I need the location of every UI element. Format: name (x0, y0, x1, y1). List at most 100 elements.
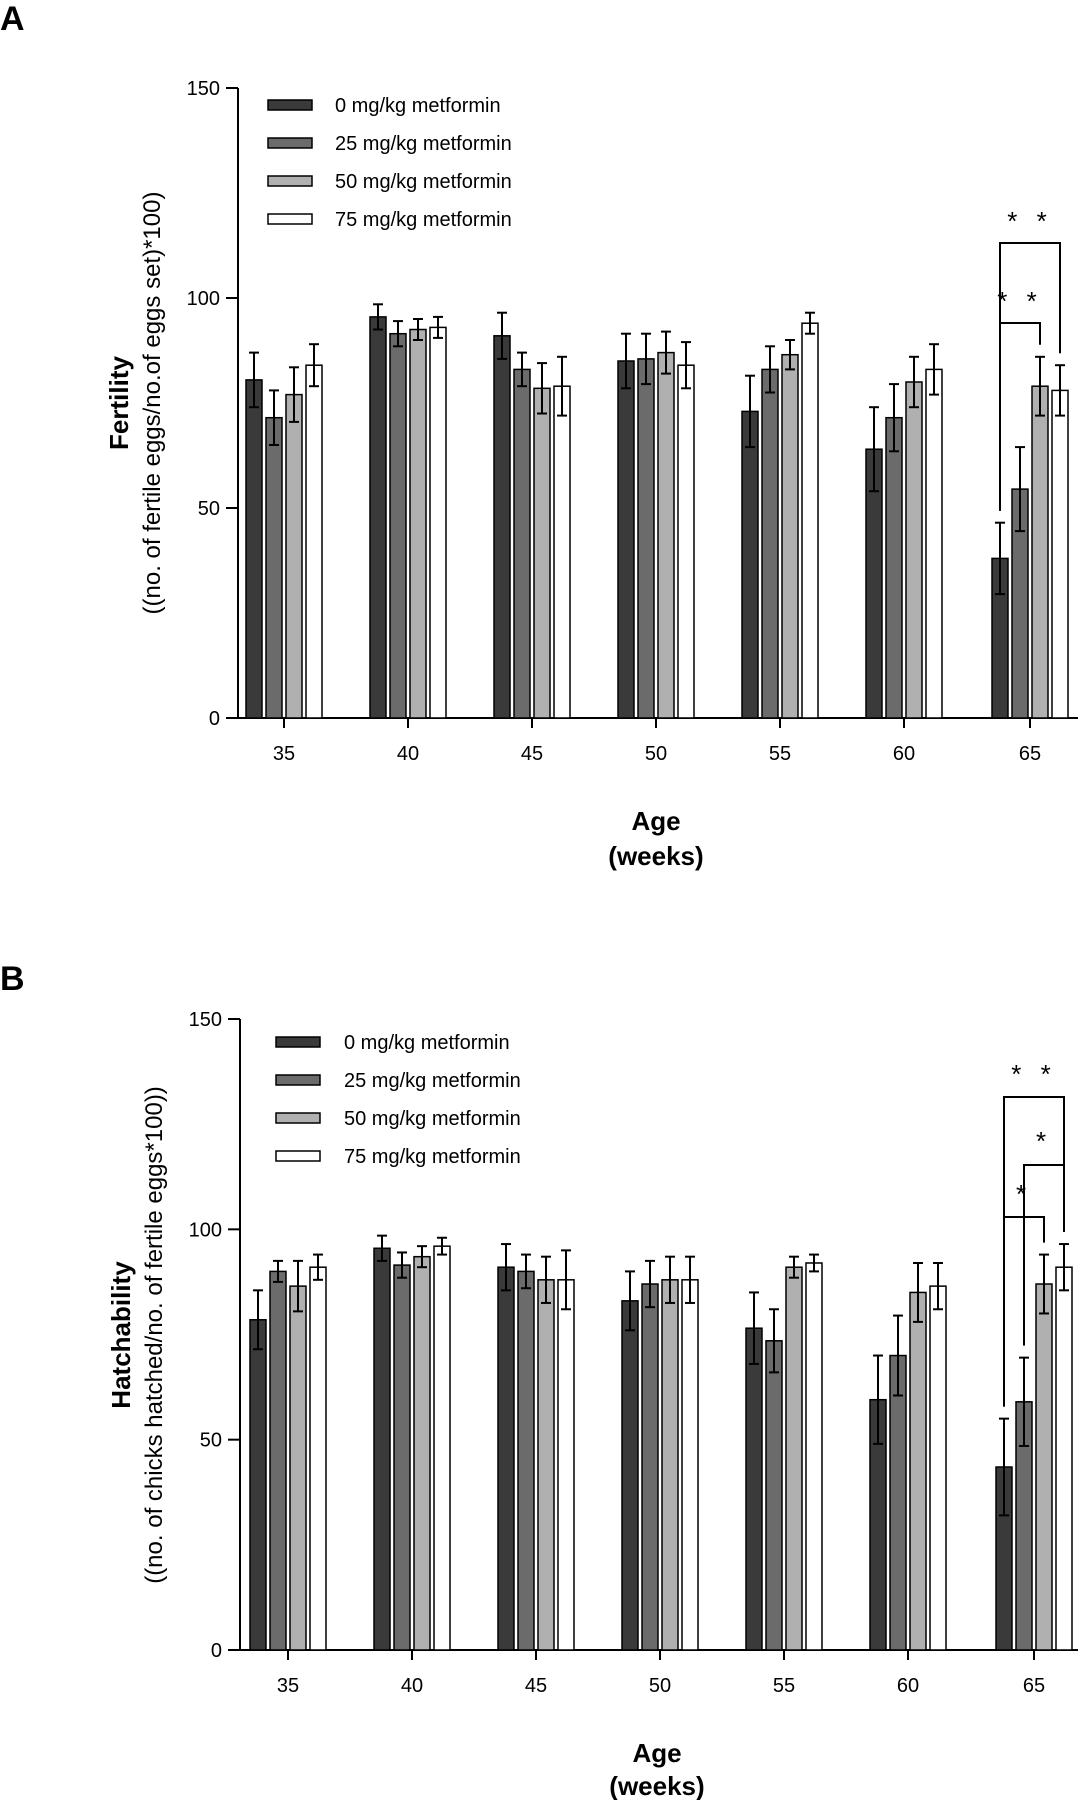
bar (805, 1262, 823, 1651)
bar (433, 1245, 451, 1651)
bar (369, 316, 387, 719)
x-tick-label: 65 (1019, 743, 1041, 765)
bar (657, 351, 675, 719)
bar (621, 1300, 639, 1651)
x-tick-label: 45 (521, 743, 543, 765)
bar (413, 1255, 431, 1651)
legend-label: 75 mg/kg metformin (335, 209, 512, 231)
y-axis-subtitle: ((no. of fertile eggs/no.of eggs set)*10… (139, 192, 166, 615)
bar (781, 353, 799, 719)
bar (1031, 385, 1049, 719)
bar (409, 328, 427, 719)
bar (265, 416, 283, 719)
bar (785, 1266, 803, 1651)
y-tick-label: 100 (189, 1219, 222, 1241)
bar (305, 364, 323, 719)
bar (289, 1285, 307, 1651)
legend-swatch (267, 175, 313, 187)
legend-swatch (275, 1150, 321, 1162)
y-tick-label: 150 (187, 78, 220, 100)
bar (249, 1319, 267, 1651)
bar (617, 360, 635, 719)
significance-label: * * (997, 286, 1042, 316)
chart-panel-a: A 0 50 100 150 35 40 45 50 55 60 65 0 mg/kg metformi… (0, 0, 1078, 871)
significance-label: * (1036, 1126, 1052, 1156)
y-tick-label: 0 (211, 1640, 222, 1662)
x-tick-label: 35 (273, 743, 295, 765)
y-tick-label: 0 (209, 708, 220, 730)
bar (513, 368, 531, 719)
bar (677, 364, 695, 719)
bar (741, 410, 759, 719)
significance-bracket (999, 322, 1041, 511)
bar (801, 322, 819, 719)
bar (285, 393, 303, 719)
x-tick-label: 35 (277, 1675, 299, 1697)
bar (373, 1247, 391, 1651)
legend-swatch (275, 1112, 321, 1124)
panel-label: A (0, 0, 25, 38)
x-axis-title: Age (632, 1738, 681, 1768)
bar (765, 1340, 783, 1651)
x-tick-label: 50 (649, 1675, 671, 1697)
significance-bracket (1003, 1096, 1065, 1407)
bar (389, 332, 407, 719)
legend-label: 50 mg/kg metformin (335, 171, 512, 193)
y-tick-label: 50 (198, 498, 220, 520)
y-tick-label: 100 (187, 288, 220, 310)
x-axis-title: Age (631, 806, 680, 836)
bar (245, 379, 263, 719)
x-tick-label: 60 (897, 1675, 919, 1697)
x-tick-label: 40 (397, 743, 419, 765)
bar (1035, 1283, 1053, 1651)
legend-swatch (267, 137, 313, 149)
significance-bracket (1003, 1216, 1045, 1407)
bar (1051, 389, 1069, 719)
x-axis-title-unit: (weeks) (608, 841, 703, 871)
bar (393, 1264, 411, 1651)
bar (641, 1283, 659, 1651)
significance-bracket (999, 242, 1061, 511)
bar (493, 335, 511, 719)
y-axis-title: Hatchability (106, 1261, 136, 1409)
legend-swatch (275, 1036, 321, 1048)
bar (537, 1279, 555, 1651)
bar (761, 368, 779, 719)
y-tick-label: 150 (189, 1009, 222, 1031)
legend-label: 0 mg/kg metformin (344, 1032, 510, 1054)
x-tick-label: 40 (401, 1675, 423, 1697)
x-tick-label: 55 (769, 743, 791, 765)
bar (497, 1266, 515, 1651)
bar (889, 1354, 907, 1651)
y-axis-title: Fertility (104, 356, 134, 450)
bar (909, 1291, 927, 1651)
bar (929, 1285, 947, 1651)
legend-label: 0 mg/kg metformin (335, 95, 501, 117)
significance-label: * (1016, 1179, 1032, 1209)
bar (745, 1327, 763, 1651)
bar (637, 358, 655, 719)
bar (661, 1279, 679, 1651)
x-tick-label: 65 (1023, 1675, 1045, 1697)
bar (429, 326, 447, 719)
bar (533, 387, 551, 719)
x-tick-label: 45 (525, 1675, 547, 1697)
bar (681, 1279, 699, 1651)
bar (885, 416, 903, 719)
legend-label: 25 mg/kg metformin (335, 133, 512, 155)
panel-label: B (0, 960, 25, 998)
bar (1055, 1266, 1073, 1651)
bar (269, 1270, 287, 1651)
legend-label: 75 mg/kg metformin (344, 1146, 521, 1168)
legend-label: 50 mg/kg metformin (344, 1108, 521, 1130)
x-tick-label: 50 (645, 743, 667, 765)
significance-label: * * (1011, 1059, 1056, 1089)
bar (925, 368, 943, 719)
bar (309, 1266, 327, 1651)
chart-panel-b: B 0 50 100 150 35 40 45 50 55 60 65 0 mg/kg metformi… (0, 960, 1078, 1800)
legend-swatch (267, 99, 313, 111)
x-tick-label: 55 (773, 1675, 795, 1697)
legend-swatch (267, 213, 313, 225)
x-tick-label: 60 (893, 743, 915, 765)
